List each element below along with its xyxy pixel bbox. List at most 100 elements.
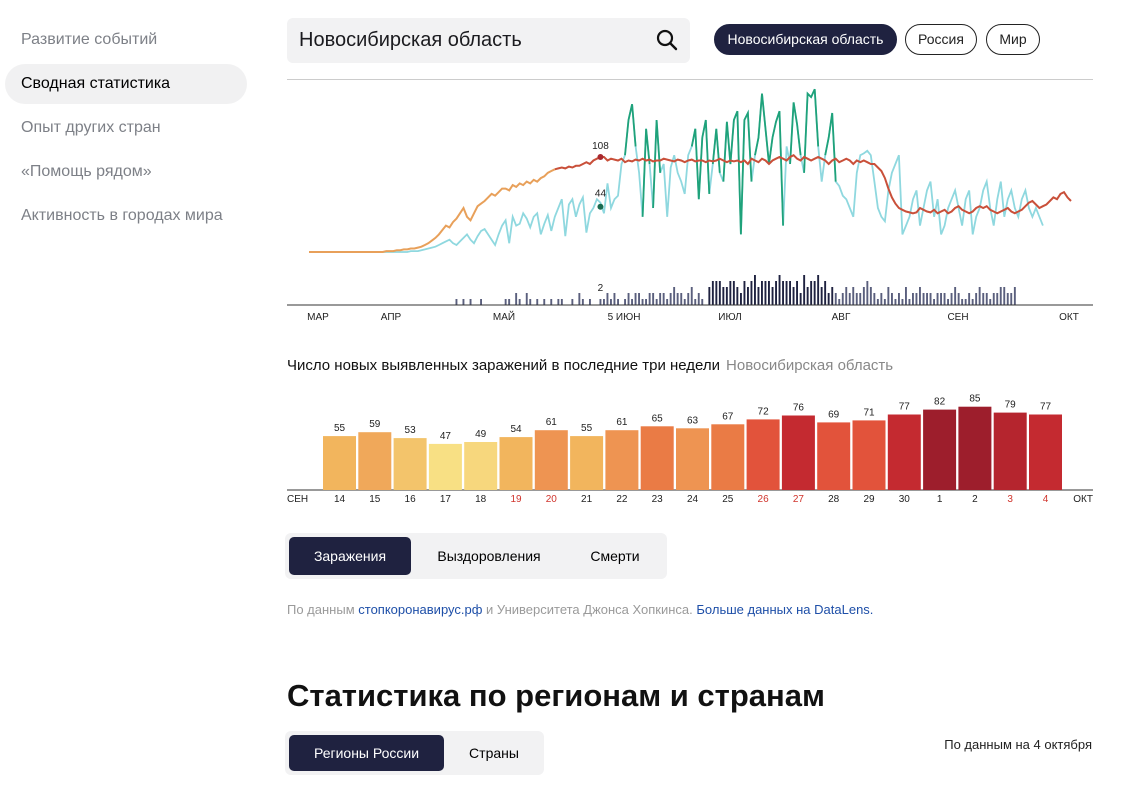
deaths-bar [764, 281, 767, 305]
deaths-bar [732, 281, 735, 305]
deaths-bar [824, 281, 827, 305]
tab-russia-regions[interactable]: Регионы России [289, 735, 444, 771]
deaths-bar [845, 287, 848, 305]
sidebar-item-summary[interactable]: Сводная статистика [5, 64, 247, 104]
bar [1029, 414, 1062, 490]
deaths-bar [617, 299, 619, 305]
source-link-datalens[interactable]: Больше данных на DataLens. [696, 602, 874, 617]
deaths-bar [799, 293, 802, 305]
three-weeks-bar-chart[interactable]: СЕН ОКТ5514591553164717491854196120552161… [287, 380, 1093, 510]
deaths-bar [504, 299, 507, 305]
bar [958, 406, 992, 490]
deaths-bar [887, 287, 890, 305]
bar-value-label: 85 [969, 394, 981, 405]
deaths-bar [992, 293, 995, 305]
tab-deaths[interactable]: Смерти [590, 548, 640, 564]
bar-value-label: 65 [652, 413, 664, 424]
bar [534, 430, 568, 490]
search-icon[interactable] [656, 29, 678, 51]
tab-countries[interactable]: Страны [469, 745, 519, 761]
deaths-bar [922, 293, 925, 305]
bar [464, 442, 498, 490]
recovered-marker [597, 203, 604, 210]
sidebar-item-help-nearby[interactable]: «Помощь рядом» [21, 163, 152, 180]
deaths-bar [957, 293, 960, 305]
bar-value-label: 55 [581, 423, 593, 434]
sidebar-nav: Развитие событий Сводная статистика Опыт… [5, 20, 247, 240]
bar [323, 436, 356, 490]
deaths-bar [722, 287, 725, 305]
bar-value-label: 61 [616, 417, 628, 428]
deaths-bar [1010, 293, 1013, 305]
deaths-bar [806, 287, 809, 305]
deaths-bar [968, 293, 971, 305]
bar-category-label: 26 [758, 494, 770, 505]
deaths-bar [1013, 287, 1016, 305]
deaths-bar [820, 287, 823, 305]
bar-chart-title-text: Число новых выявленных заражений в после… [287, 357, 721, 374]
deaths-bar [894, 299, 897, 305]
deaths-bar [982, 293, 985, 305]
deaths-bar [999, 287, 1002, 305]
bar-category-label: 2 [972, 494, 978, 505]
bar-category-label: 1 [937, 494, 943, 505]
sidebar-item-city-activity[interactable]: Активность в городах мира [21, 207, 223, 224]
tab-recoveries[interactable]: Выздоровления [437, 548, 541, 564]
source-middle: и Университета Джонса Хопкинса. [482, 602, 697, 617]
deaths-bar [898, 293, 900, 305]
bar [887, 414, 921, 490]
bar-value-label: 61 [546, 417, 558, 428]
bar-chart-title: Число новых выявленных заражений в после… [287, 357, 893, 374]
deaths-bar [796, 281, 798, 305]
tab-infections[interactable]: Заражения [289, 537, 411, 575]
bar [676, 428, 709, 490]
bar-x-end-label: ОКТ [1073, 494, 1093, 505]
deaths-bar [919, 287, 921, 305]
scope-pill-russia[interactable]: Россия [905, 24, 977, 55]
deaths-bar [641, 299, 644, 305]
bar-value-label: 59 [369, 419, 381, 430]
bar-value-label: 47 [440, 431, 452, 442]
deaths-bar [831, 287, 834, 305]
x-tick-label: 5 ИЮН [608, 312, 641, 323]
scope-pill-region[interactable]: Новосибирская область [714, 24, 897, 55]
x-tick-label: МАЙ [493, 310, 515, 323]
deaths-bar [757, 287, 760, 305]
sidebar-item-events[interactable]: Развитие событий [21, 31, 158, 48]
deaths-bar [971, 299, 974, 305]
deaths-bar [940, 293, 942, 305]
bar [781, 415, 815, 490]
deaths-bar [662, 293, 665, 305]
deaths-bar [603, 299, 605, 305]
deaths-bar [701, 299, 704, 305]
bar-category-label: 29 [863, 494, 875, 505]
recovered-series-peaks [624, 88, 837, 235]
region-search[interactable]: Новосибирская область [287, 18, 690, 63]
deaths-bar [975, 293, 978, 305]
source-link-stopcorona[interactable]: стопкоронавирус.рф [358, 602, 483, 617]
deaths-bar [855, 293, 858, 305]
sidebar-item-other-countries[interactable]: Опыт других стран [21, 119, 161, 136]
deaths-bar [750, 281, 753, 305]
new-cases-marker [597, 153, 604, 160]
deaths-bar [550, 299, 553, 305]
deaths-bar [1006, 293, 1009, 305]
deaths-bar [599, 299, 602, 305]
deaths-bar [655, 299, 658, 305]
bar [358, 432, 392, 490]
bar-value-label: 82 [934, 397, 946, 408]
bar-value-label: 77 [1040, 402, 1052, 413]
deaths-bar [905, 287, 907, 305]
deaths-bar [782, 281, 784, 305]
search-input[interactable]: Новосибирская область [299, 29, 522, 51]
deaths-bar [883, 299, 886, 305]
deaths-bar [862, 287, 865, 305]
deaths-bar [936, 293, 939, 305]
bar [923, 409, 957, 490]
scope-pill-world[interactable]: Мир [986, 24, 1040, 55]
deaths-bar [634, 293, 637, 305]
deaths-bar [683, 299, 686, 305]
dynamics-chart[interactable]: 108 44 2 МАР АПР МАЙ 5 ИЮН ИЮЛ АВГ СЕН ОКТ [287, 80, 1093, 330]
deaths-bar [869, 287, 872, 305]
deaths-bar [469, 299, 472, 305]
